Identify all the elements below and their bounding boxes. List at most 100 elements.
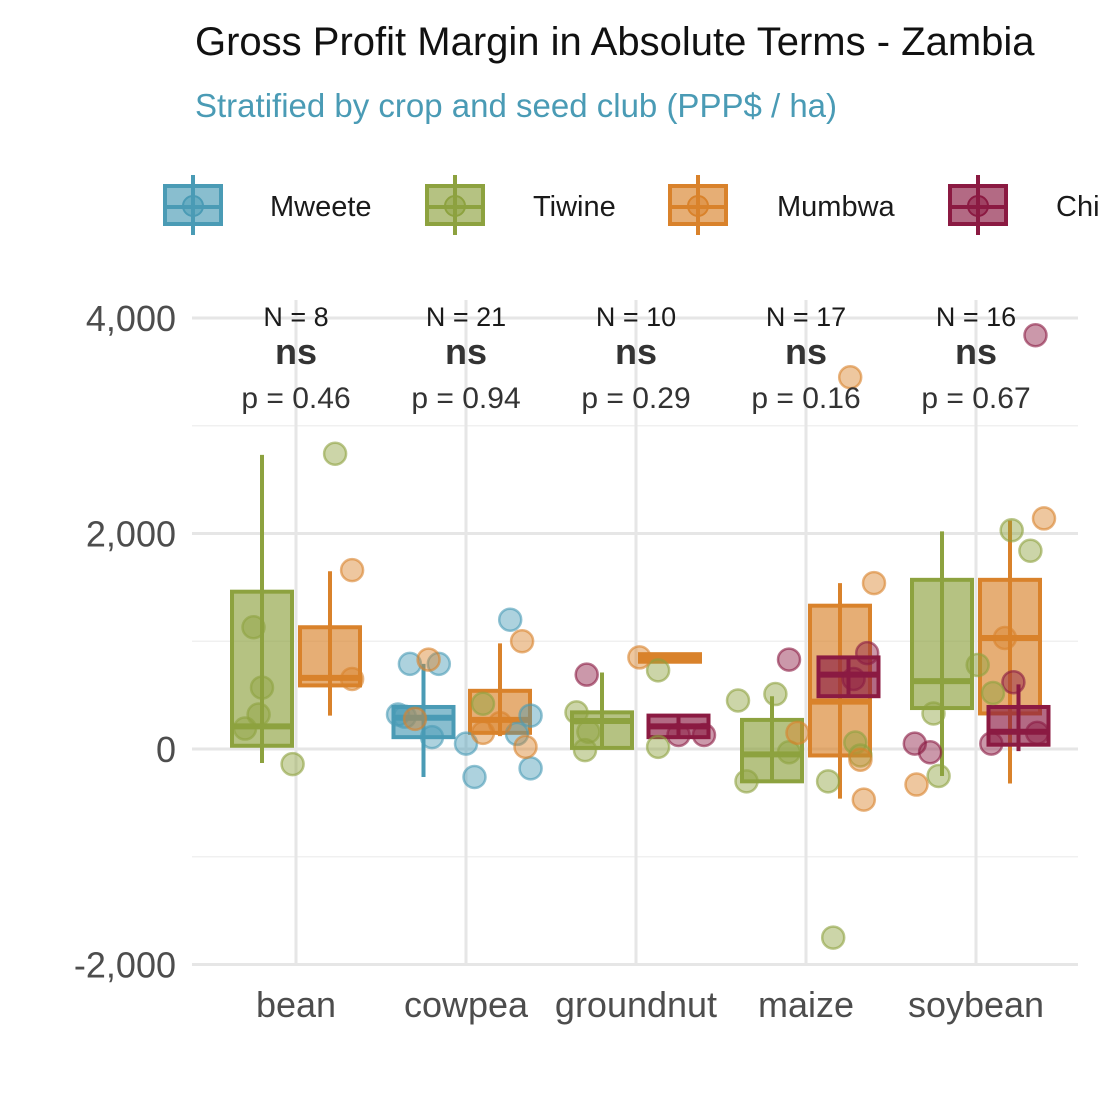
boxplot-soybean-chikuni	[986, 684, 1051, 752]
data-point-chikuni	[691, 722, 717, 748]
data-point-mumbwa	[904, 772, 929, 797]
data-point-mumbwa	[416, 647, 441, 672]
data-point-tiwine	[246, 702, 271, 727]
legend-item-chikuni: Chikuni	[948, 175, 1100, 235]
data-point-mweete	[497, 607, 523, 632]
data-point-mumbwa	[837, 365, 863, 390]
data-point-mumbwa	[627, 645, 652, 670]
data-point-tiwine	[734, 769, 759, 794]
data-point-mumbwa	[513, 734, 538, 760]
y-tick-label: 0	[156, 729, 176, 770]
legend-key-point	[687, 195, 709, 217]
data-point-tiwine	[1018, 538, 1043, 563]
data-point-mweete	[518, 703, 543, 728]
legend: Mweete Tiwine Mumbwa Chikuni	[163, 175, 1100, 235]
data-point-chikuni	[854, 640, 880, 666]
data-point-tiwine	[322, 441, 348, 467]
legend-key-point	[444, 195, 466, 217]
data-point-tiwine	[564, 700, 589, 725]
data-point-mumbwa	[861, 570, 887, 596]
annotation-bean: N = 8ns p = 0.46	[241, 302, 350, 415]
data-point-tiwine	[645, 734, 671, 760]
significance-label: ns	[785, 331, 827, 372]
legend-label: Tiwine	[533, 191, 616, 223]
data-point-tiwine	[763, 681, 788, 707]
legend-label: Mumbwa	[777, 191, 896, 223]
y-axis: -2,000 0 2,000 4,000	[74, 298, 176, 986]
significance-label: ns	[445, 331, 487, 372]
data-point-tiwine	[815, 769, 841, 794]
y-tick-label: 2,000	[86, 514, 176, 555]
data-point-tiwine	[470, 691, 496, 716]
p-value-label: p = 0.94	[411, 382, 520, 415]
box	[230, 589, 294, 748]
data-point-chikuni	[1024, 720, 1050, 746]
legend-item-tiwine: Tiwine	[425, 175, 616, 235]
data-point-mweete	[397, 651, 423, 677]
legend-key-point	[182, 195, 204, 217]
legend-item-mumbwa: Mumbwa	[668, 175, 896, 235]
data-point-tiwine	[241, 614, 266, 640]
data-point-tiwine	[999, 518, 1024, 543]
x-tick-label: cowpea	[404, 984, 529, 1025]
p-value-label: p = 0.16	[751, 382, 860, 415]
legend-key-point	[967, 195, 989, 217]
data-point-tiwine	[645, 658, 671, 683]
y-tick-label: -2,000	[74, 945, 176, 986]
data-point-tiwine	[921, 701, 946, 726]
n-label: N = 16	[936, 302, 1016, 332]
data-point-chikuni	[1023, 322, 1048, 348]
box	[910, 577, 974, 711]
data-point-tiwine	[576, 719, 601, 745]
n-label: N = 17	[766, 302, 846, 332]
legend-item-mweete: Mweete	[163, 175, 372, 235]
data-point-mumbwa	[992, 625, 1018, 651]
chart-title: Gross Profit Margin in Absolute Terms - …	[195, 20, 1035, 64]
data-point-tiwine	[572, 737, 598, 763]
data-point-tiwine	[280, 751, 305, 777]
data-point-mumbwa	[509, 629, 535, 654]
boxplot-bean-tiwine	[230, 454, 294, 764]
data-point-mumbwa	[785, 720, 810, 746]
data-point-mumbwa	[487, 710, 513, 736]
data-point-mweete	[518, 756, 543, 781]
data-point-tiwine	[249, 675, 275, 700]
n-label: N = 21	[426, 302, 506, 332]
significance-label: ns	[615, 331, 657, 372]
data-point-mweete	[453, 731, 479, 756]
legend-label: Mweete	[270, 191, 372, 223]
data-point-chikuni	[979, 731, 1004, 756]
x-tick-label: maize	[758, 984, 854, 1025]
data-point-chikuni	[666, 722, 691, 748]
legend-label: Chikuni	[1056, 191, 1100, 223]
data-point-mumbwa	[1031, 506, 1057, 531]
data-point-chikuni	[574, 662, 599, 687]
x-tick-label: groundnut	[555, 984, 717, 1025]
p-value-label: p = 0.29	[581, 382, 690, 415]
data-point-tiwine	[965, 652, 990, 678]
data-point-tiwine	[980, 680, 1006, 706]
significance-label: ns	[275, 331, 317, 372]
p-value-label: p = 0.46	[241, 382, 350, 415]
data-point-tiwine	[820, 925, 846, 950]
boxplot-soybean-tiwine	[910, 531, 974, 776]
data-point-chikuni	[841, 666, 866, 692]
x-axis: bean cowpea groundnut maize soybean	[256, 984, 1044, 1025]
p-value-label: p = 0.67	[921, 382, 1030, 415]
data-point-mumbwa	[851, 787, 877, 812]
boxplot-bean-mumbwa	[298, 571, 362, 716]
data-point-mweete	[462, 764, 487, 790]
data-points	[232, 322, 1057, 950]
significance-label: ns	[955, 331, 997, 372]
data-point-tiwine	[725, 688, 751, 713]
chart-subtitle: Stratified by crop and seed club (PPP$ /…	[195, 87, 837, 124]
data-point-mweete	[504, 721, 530, 747]
data-point-mweete	[419, 724, 445, 750]
n-label: N = 10	[596, 302, 676, 332]
